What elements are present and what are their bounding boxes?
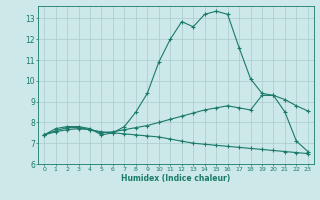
X-axis label: Humidex (Indice chaleur): Humidex (Indice chaleur) (121, 174, 231, 183)
